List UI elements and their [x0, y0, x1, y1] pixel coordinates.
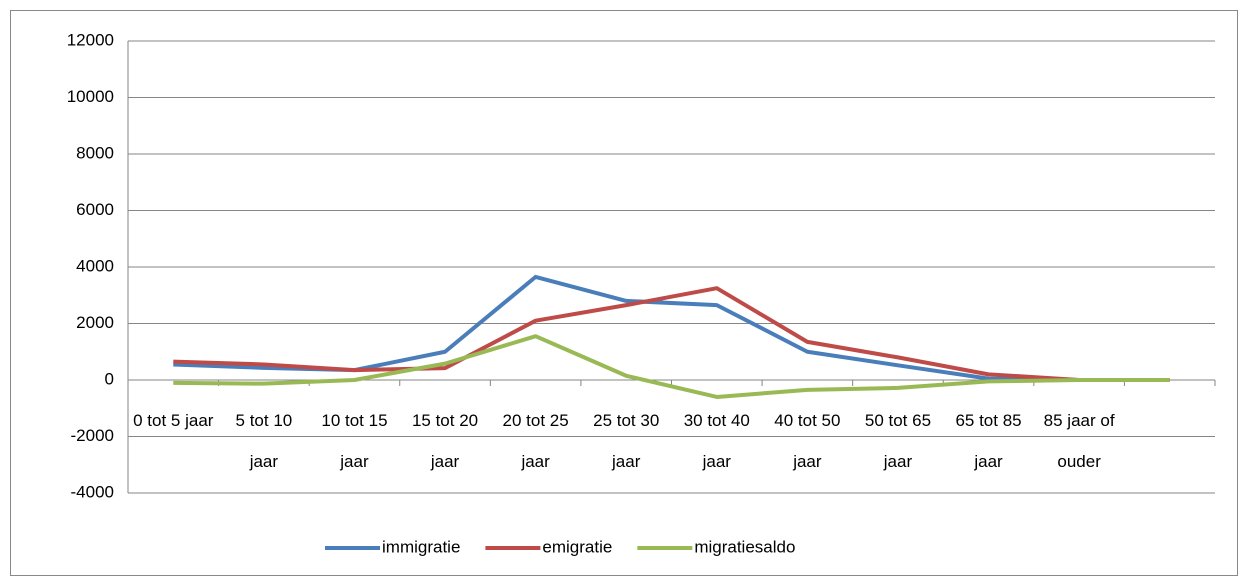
y-tick-label: 0 [105, 369, 114, 388]
legend-label: migratiesaldo [694, 537, 795, 556]
y-tick-label: 2000 [76, 313, 114, 332]
x-tick-label: 15 tot 20 jaar [411, 411, 479, 471]
legend-label: emigratie [542, 537, 612, 556]
y-tick-label: 10000 [67, 87, 114, 106]
x-tick-label: 40 tot 50 jaar [774, 411, 841, 471]
x-tick-label: 50 tot 65 jaar [864, 411, 932, 471]
legend-label: immigratie [382, 537, 460, 556]
y-tick-label: -4000 [71, 482, 114, 501]
line-series [173, 334, 1170, 399]
y-tick-label: 8000 [76, 143, 114, 162]
x-tick-label: 5 tot 10 jaar [235, 411, 293, 471]
chart-border [10, 10, 1238, 576]
y-tick-label: 6000 [76, 200, 114, 219]
x-tick-label: 10 tot 15 jaar [321, 411, 388, 471]
x-tick-label: 85 jaar of ouder [1043, 411, 1115, 471]
x-tick-label: 20 tot 25 jaar [502, 411, 569, 471]
line-series [173, 286, 1170, 382]
y-tick-label: -2000 [71, 426, 114, 445]
y-tick-label: 12000 [67, 30, 114, 49]
x-tick-label: 25 tot 30 jaar [593, 411, 660, 471]
x-tick-label: 30 tot 40 jaar [683, 411, 750, 471]
y-tick-label: 4000 [76, 256, 114, 275]
x-tick-label: 0 tot 5 jaar [133, 411, 214, 430]
x-tick-label: 65 tot 85 jaar [955, 411, 1022, 471]
